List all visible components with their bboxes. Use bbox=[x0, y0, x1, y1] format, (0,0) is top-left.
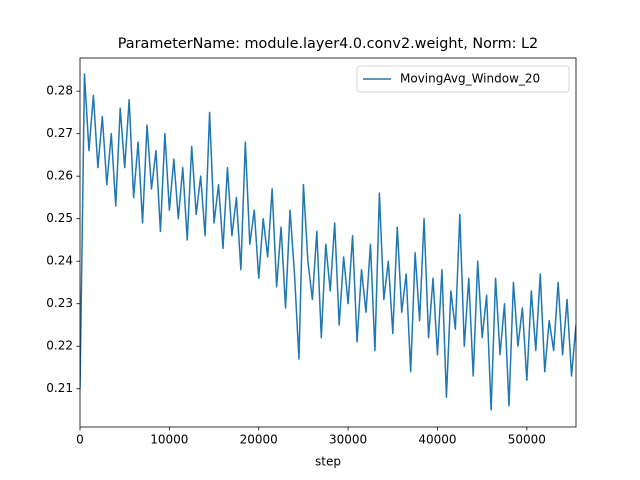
legend-box bbox=[356, 65, 570, 93]
x-tick-label: 10000 bbox=[150, 433, 188, 447]
data-line bbox=[80, 73, 576, 411]
y-tick-label: 0.25 bbox=[46, 211, 73, 225]
y-tick-label: 0.26 bbox=[46, 169, 73, 183]
x-tick-label: 50000 bbox=[508, 433, 546, 447]
axes-frame bbox=[79, 57, 577, 428]
y-tick-label: 0.28 bbox=[46, 84, 73, 98]
y-tick-label: 0.22 bbox=[46, 339, 73, 353]
x-tick-label: 20000 bbox=[240, 433, 278, 447]
y-tick-label: 0.21 bbox=[46, 381, 73, 395]
chart-title: ParameterName: module.layer4.0.conv2.wei… bbox=[118, 36, 538, 52]
x-tick-label: 40000 bbox=[418, 433, 456, 447]
legend-label: MovingAvg_Window_20 bbox=[400, 72, 540, 86]
x-tick-label: 30000 bbox=[329, 433, 367, 447]
y-tick-label: 0.24 bbox=[46, 254, 73, 268]
y-tick-label: 0.23 bbox=[46, 296, 73, 310]
x-tick-label: 0 bbox=[76, 433, 84, 447]
y-tick-label: 0.27 bbox=[46, 126, 73, 140]
x-axis-label: step bbox=[315, 455, 341, 469]
